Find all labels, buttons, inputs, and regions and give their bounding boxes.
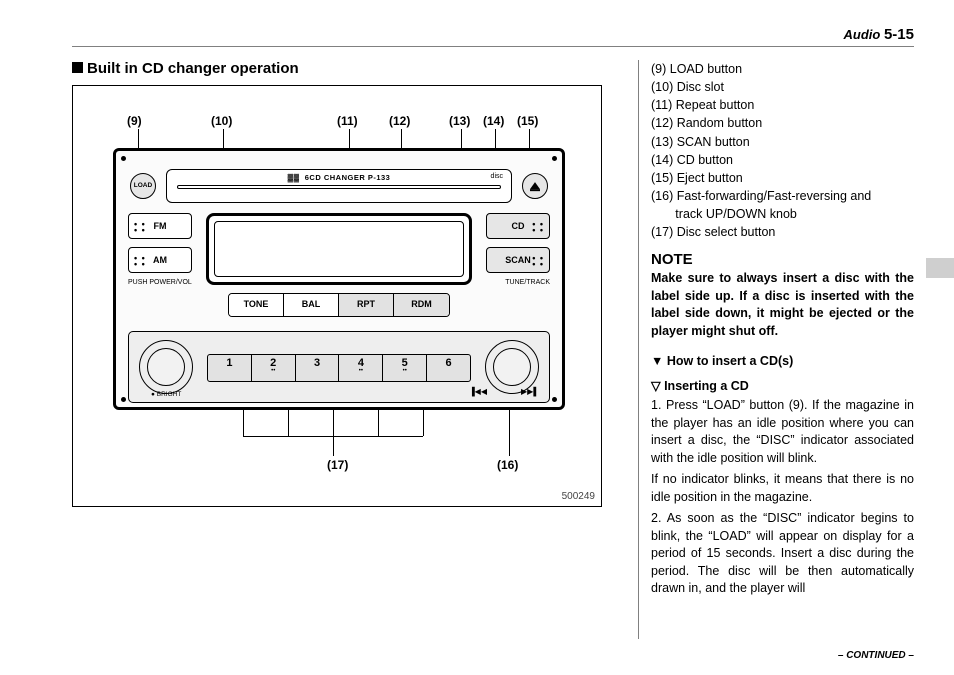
bullet-square-icon — [72, 62, 83, 73]
column-divider — [638, 60, 639, 639]
callout-15: (15) — [517, 114, 538, 128]
load-button[interactable]: LOAD — [130, 173, 156, 199]
bal-button[interactable]: BAL — [284, 294, 339, 316]
inserting-heading: ▽ Inserting a CD — [651, 378, 914, 393]
legend-10: (10) Disc slot — [651, 78, 914, 96]
header-rule — [72, 46, 914, 47]
figure-number: 500249 — [562, 491, 595, 502]
content-columns: Built in CD changer operation (9) (10) (… — [72, 60, 914, 639]
thumb-tab — [926, 258, 954, 278]
preset-3[interactable]: 3 — [296, 355, 340, 381]
leader-line — [243, 436, 423, 437]
manual-page: Audio 5-15 Built in CD changer operation… — [0, 0, 954, 675]
changer-model-label: ▓▓ 6CD CHANGER P-133 — [167, 173, 511, 182]
tone-button[interactable]: TONE — [229, 294, 284, 316]
preset-6[interactable]: 6 — [427, 355, 470, 381]
screw-icon — [552, 156, 557, 161]
right-column: (9) LOAD button (10) Disc slot (11) Repe… — [651, 60, 914, 639]
legend-13: (13) SCAN button — [651, 133, 914, 151]
callout-13: (13) — [449, 114, 470, 128]
screw-icon — [121, 156, 126, 161]
volume-knob[interactable] — [139, 340, 193, 394]
rpt-button[interactable]: RPT — [339, 294, 394, 316]
legend-14: (14) CD button — [651, 151, 914, 169]
note-heading: NOTE — [651, 251, 914, 268]
continued-label: – CONTINUED – — [838, 650, 914, 661]
section-title-text: Built in CD changer operation — [87, 60, 299, 77]
eject-button[interactable] — [522, 173, 548, 199]
section-name: Audio — [844, 27, 881, 42]
callout-14: (14) — [483, 114, 504, 128]
figure-box: (9) (10) (11) (12) (13) (14) (15) (17) (… — [72, 85, 602, 507]
step-1: 1. Press “LOAD” button (9). If the magaz… — [651, 397, 914, 467]
am-button[interactable]: • •• • AM — [128, 247, 192, 273]
tune-knob[interactable] — [485, 340, 539, 394]
tone-row: TONE BAL RPT RDM — [228, 293, 450, 317]
fm-label: FM — [154, 221, 167, 231]
legend-11: (11) Repeat button — [651, 96, 914, 114]
scan-label: SCAN — [505, 255, 531, 265]
howto-heading: ▼ How to insert a CD(s) — [651, 354, 914, 368]
page-number: 5-15 — [884, 26, 914, 43]
load-label: LOAD — [134, 182, 152, 189]
callout-10: (10) — [211, 114, 232, 128]
preset-1[interactable]: 1 — [208, 355, 252, 381]
eject-icon — [530, 182, 540, 189]
rdm-button[interactable]: RDM — [394, 294, 449, 316]
preset-2[interactable]: 2•• — [252, 355, 296, 381]
step-2: 2. As soon as the “DISC” indicator begin… — [651, 510, 914, 598]
next-track-icon: ▶▶▌ — [521, 387, 539, 396]
disc-label: disc — [491, 173, 503, 180]
legend-12: (12) Random button — [651, 114, 914, 132]
dots-icon: • •• • — [532, 221, 544, 233]
preset-4[interactable]: 4•• — [339, 355, 383, 381]
callout-12: (12) — [389, 114, 410, 128]
legend-17: (17) Disc select button — [651, 223, 914, 241]
callout-9: (9) — [127, 114, 142, 128]
cd-label: CD — [512, 221, 525, 231]
callout-11: (11) — [337, 114, 358, 128]
display-screen — [206, 213, 472, 285]
callout-17: (17) — [327, 458, 348, 472]
note-body: Make sure to always insert a disc with t… — [651, 270, 914, 340]
dots-icon: • •• • — [532, 255, 544, 267]
head-unit: LOAD ▓▓ 6CD CHANGER P-133 disc — [113, 148, 565, 410]
disc-slit — [177, 185, 501, 189]
preset-row: 1 2•• 3 4•• 5•• 6 — [207, 354, 471, 382]
legend-9: (9) LOAD button — [651, 60, 914, 78]
screw-icon — [121, 397, 126, 402]
page-header: Audio 5-15 — [844, 26, 914, 43]
screw-icon — [552, 397, 557, 402]
legend-16a: (16) Fast-forwarding/Fast-reversing and — [651, 187, 914, 205]
left-column: Built in CD changer operation (9) (10) (… — [72, 60, 626, 639]
disc-slot[interactable]: ▓▓ 6CD CHANGER P-133 disc — [166, 169, 512, 203]
left-side-buttons: • •• • FM • •• • AM — [128, 213, 192, 281]
legend-16b: track UP/DOWN knob — [651, 205, 914, 223]
step-1b: If no indicator blinks, it means that th… — [651, 471, 914, 506]
legend-15: (15) Eject button — [651, 169, 914, 187]
am-label: AM — [153, 255, 167, 265]
tune-track-label: TUNE/TRACK — [505, 279, 550, 286]
prev-track-icon: ▐◀◀ — [469, 387, 487, 396]
cd-button[interactable]: CD • •• • — [486, 213, 550, 239]
callout-16: (16) — [497, 458, 518, 472]
fm-button[interactable]: • •• • FM — [128, 213, 192, 239]
right-side-buttons: CD • •• • SCAN • •• • — [486, 213, 550, 281]
bright-label: ● BRIGHT — [151, 391, 181, 398]
dots-icon: • •• • — [134, 221, 146, 233]
mid-row: • •• • FM • •• • AM CD — [128, 213, 550, 323]
scan-button[interactable]: SCAN • •• • — [486, 247, 550, 273]
lower-panel: ● BRIGHT ▐◀◀ ▶▶▌ 1 2•• 3 4•• 5•• 6 — [128, 331, 550, 403]
dots-icon: • •• • — [134, 255, 146, 267]
push-power-label: PUSH POWER/VOL — [128, 279, 192, 286]
preset-5[interactable]: 5•• — [383, 355, 427, 381]
section-title: Built in CD changer operation — [72, 60, 626, 77]
